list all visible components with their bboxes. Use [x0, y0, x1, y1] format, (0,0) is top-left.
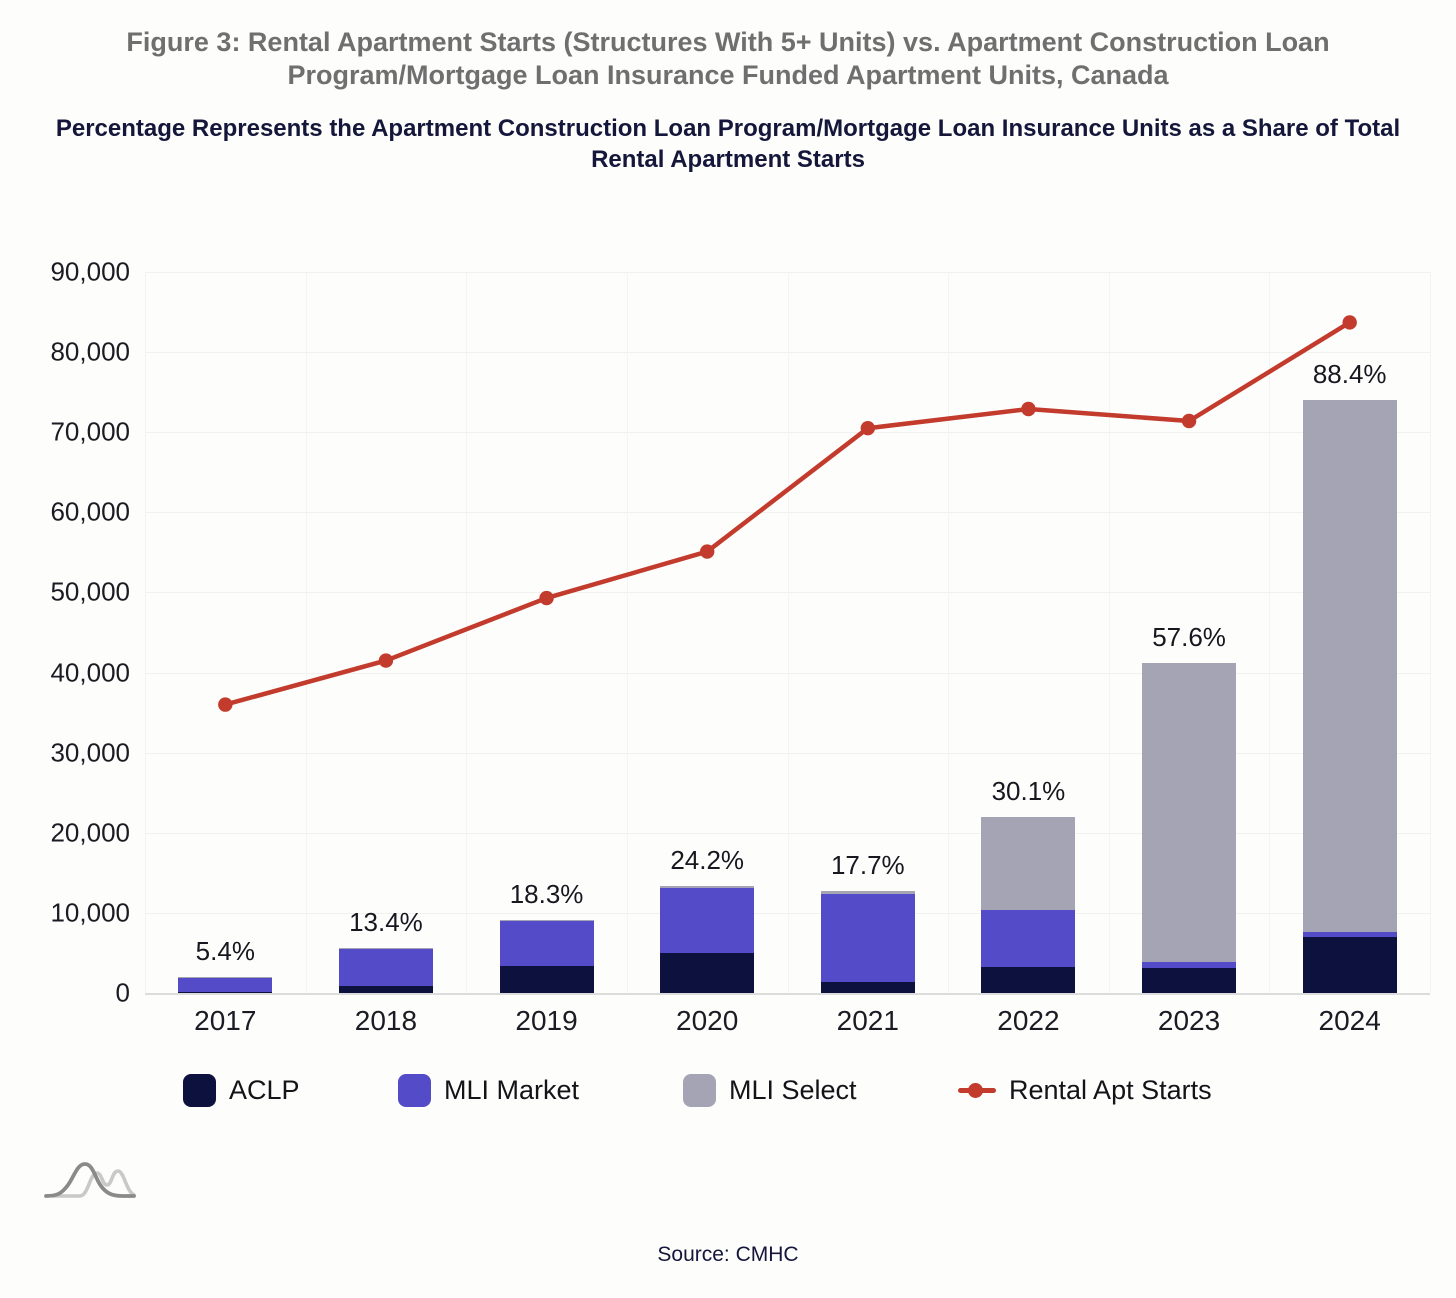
gridline-vertical — [1108, 272, 1110, 993]
bar-segment-aclp-2017 — [178, 992, 273, 993]
bar-segment-aclp-2018 — [338, 985, 433, 993]
plot-area: 5.4% 2017 13.4% 2018 18.3% 2019 24.2% 2020 17.7%… — [145, 272, 1431, 1036]
bar-segment-mli-market-2017 — [178, 978, 273, 993]
y-axis-tick-label: 20,000 — [50, 817, 130, 848]
bar-segment-mli-select-2022 — [981, 816, 1076, 910]
x-axis-tick-label-2017: 2017 — [194, 1005, 257, 1036]
y-axis-tick-label: 10,000 — [50, 897, 130, 928]
percent-label-2024: 88.4% — [1312, 359, 1387, 390]
y-axis-tick-label: 50,000 — [50, 576, 130, 607]
source-caption: Source: CMHC — [657, 1243, 799, 1266]
gridline-vertical — [466, 272, 468, 993]
y-axis-tick-label: 30,000 — [50, 737, 130, 768]
y-axis: 0 10,000 20,000 30,000 40,000 50,000 60,000 70,… — [0, 257, 130, 1008]
x-axis-tick-label-2024: 2024 — [1318, 1005, 1381, 1036]
gridline-vertical — [948, 272, 950, 993]
gridline-vertical — [787, 272, 789, 993]
y-axis-tick-label: 90,000 — [50, 256, 130, 287]
distribution-curves-logo-icon — [42, 1156, 138, 1207]
chart-subtitle-text: Percentage Represents the Apartment Cons… — [55, 115, 1401, 173]
x-axis-tick-label-2021: 2021 — [836, 1005, 899, 1036]
gridline-vertical — [626, 272, 628, 993]
bar-segment-mli-select-2017 — [178, 977, 273, 979]
percent-label-2018: 13.4% — [349, 907, 423, 938]
bar-segment-mli-market-2020 — [660, 888, 755, 953]
x-axis-tick-label-2023: 2023 — [1157, 1005, 1221, 1036]
bar-segment-mli-market-2023 — [1142, 961, 1237, 969]
x-axis-tick-label-2019: 2019 — [515, 1005, 578, 1036]
bar-segment-mli-market-2024 — [1302, 932, 1397, 937]
line-marker-icon — [958, 1072, 996, 1108]
legend-item-aclp: ACLP — [183, 1072, 300, 1108]
y-axis-tick-label: 0 — [115, 977, 130, 1008]
bar-segment-mli-select-2023 — [1142, 662, 1237, 962]
mli-market-swatch-icon — [398, 1073, 431, 1107]
legend-item-mli-market: MLI Market — [398, 1072, 579, 1108]
bar-segment-aclp-2019 — [499, 965, 594, 993]
bar-segment-aclp-2023 — [1142, 968, 1237, 993]
legend-item-rental-apt-starts: Rental Apt Starts — [958, 1072, 1212, 1108]
y-axis-tick-label: 70,000 — [50, 416, 130, 447]
gridline-vertical — [1269, 272, 1271, 993]
bar-segment-mli-select-2019 — [499, 920, 594, 921]
percent-label-2017: 5.4% — [195, 936, 255, 967]
mli-select-swatch-icon — [683, 1073, 716, 1107]
bar-segment-mli-select-2020 — [660, 886, 755, 889]
x-axis-tick-label-2020: 2020 — [676, 1005, 739, 1036]
gridline-vertical — [145, 272, 146, 993]
bar-segment-mli-select-2024 — [1302, 400, 1397, 933]
chart-title-text: Figure 3: Rental Apartment Starts (Struc… — [126, 27, 1330, 90]
bar-segment-aclp-2022 — [981, 966, 1076, 993]
legend-item-mli-select: MLI Select — [683, 1072, 857, 1108]
percent-label-2020: 24.2% — [670, 845, 745, 876]
line-marker-dot — [968, 1083, 983, 1098]
legend-label-mli-select: MLI Select — [729, 1074, 857, 1105]
bar-segment-mli-select-2021 — [820, 891, 915, 894]
y-axis-tick-label: 60,000 — [50, 496, 130, 527]
percent-label-2023: 57.6% — [1152, 621, 1226, 652]
bar-segment-aclp-2024 — [1302, 936, 1397, 993]
x-axis-tick-label-2018: 2018 — [354, 1005, 418, 1036]
aclp-swatch-icon — [183, 1073, 216, 1107]
chart-subtitle: Percentage Represents the Apartment Cons… — [0, 113, 1456, 175]
gridline-vertical — [305, 272, 307, 993]
bar-segment-aclp-2021 — [820, 981, 915, 993]
legend: ACLP MLI Market MLI Select Rental Apt St… — [0, 1072, 1456, 1108]
legend-label-mli-market: MLI Market — [444, 1074, 580, 1105]
bar-segment-mli-market-2021 — [820, 893, 915, 982]
bar-segment-mli-select-2018 — [338, 948, 433, 949]
bar-segment-aclp-2020 — [660, 952, 755, 993]
percent-label-2019: 18.3% — [509, 879, 584, 910]
legend-label-rental-apt-starts: Rental Apt Starts — [1009, 1074, 1212, 1105]
gridline-vertical — [1430, 272, 1431, 993]
percent-label-2022: 30.1% — [991, 775, 1066, 806]
rental-apt-starts-line — [218, 315, 1357, 712]
gridline-horizontal — [145, 993, 1430, 995]
chart-title: Figure 3: Rental Apartment Starts (Struc… — [0, 26, 1456, 92]
bar-segment-mli-market-2019 — [499, 920, 594, 966]
bar-segment-mli-market-2018 — [338, 948, 433, 986]
legend-label-aclp: ACLP — [229, 1074, 300, 1105]
bar-segment-mli-market-2022 — [981, 909, 1076, 967]
y-axis-tick-label: 80,000 — [50, 336, 130, 367]
x-axis-tick-label-2022: 2022 — [997, 1005, 1060, 1036]
y-axis-tick-label: 40,000 — [50, 657, 130, 688]
percent-label-2021: 17.7% — [830, 850, 905, 881]
